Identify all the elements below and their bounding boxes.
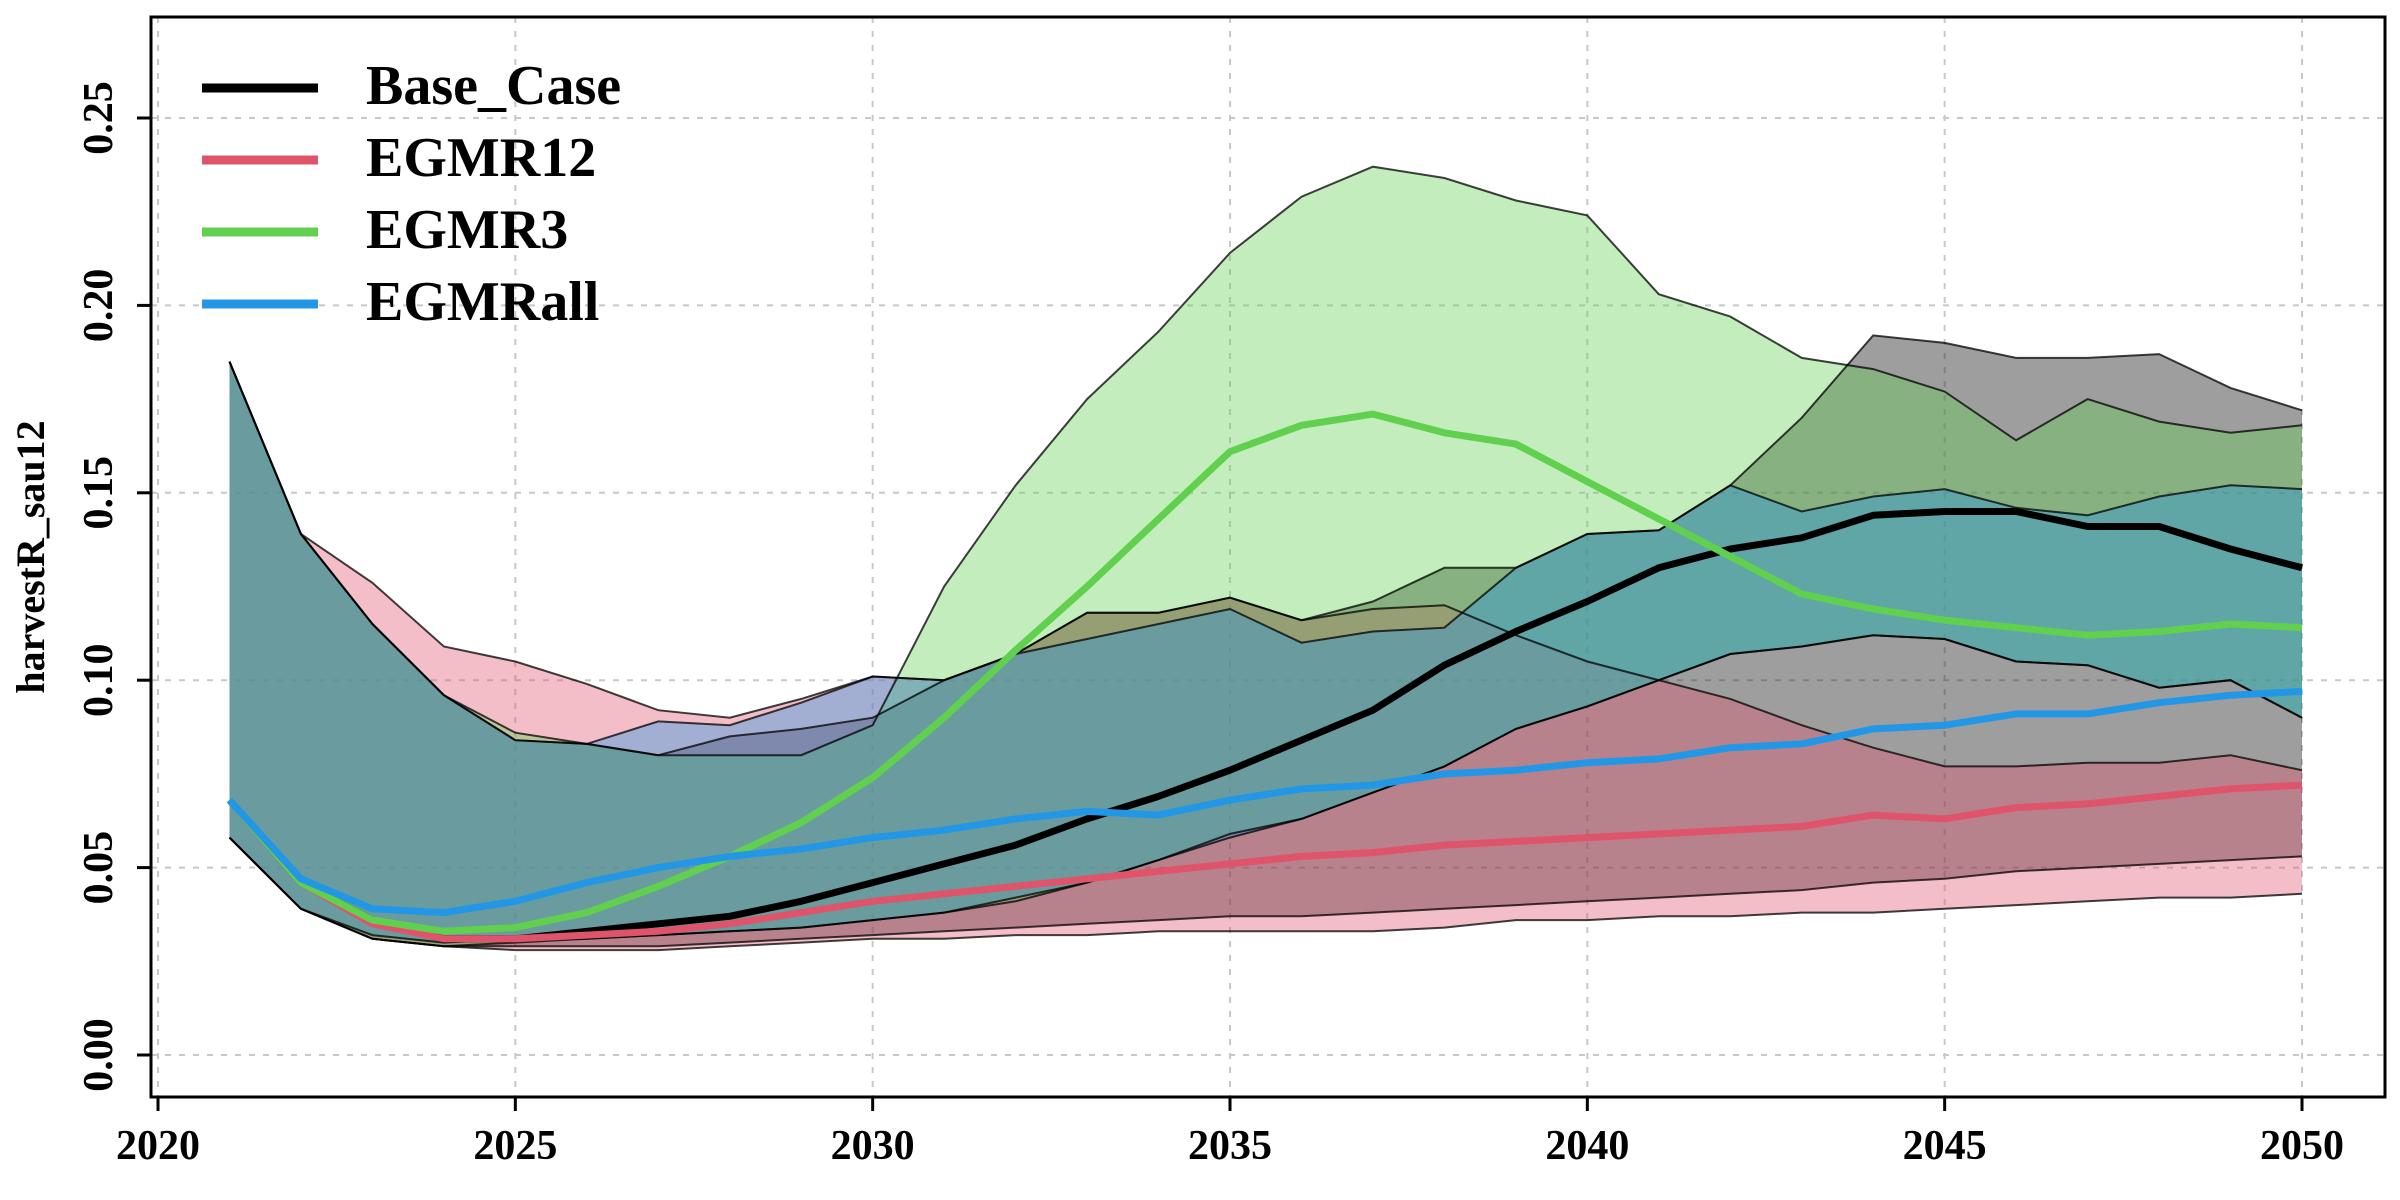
band-edge-lower (228, 836, 2303, 948)
series-line-egmr12 (226, 781, 2303, 943)
y-axis-label: harvestR_sau12 (8, 420, 53, 693)
line-layer (226, 410, 2303, 943)
axis-layer: 2020 2025 2030 2035 2040 2045 2050 0.00 0.05 0.10… (76, 81, 2344, 1169)
legend-label: EGMR12 (366, 127, 596, 189)
y-tick-label: 0.05 (76, 831, 122, 905)
x-tick-label: 2030 (831, 1123, 915, 1169)
band-egmr3 (229, 166, 2302, 947)
band-base-case (229, 335, 2302, 947)
x-tick-label: 2035 (1188, 1123, 1272, 1169)
band-edge-lower (228, 836, 2303, 952)
y-tick-label: 0.25 (76, 81, 122, 155)
x-tick-label: 2045 (1903, 1123, 1987, 1169)
series-line-egmrall (226, 687, 2303, 917)
series-line-egmr3 (226, 410, 2303, 935)
y-tick-label: 0.10 (76, 643, 122, 717)
band-edge-upper (228, 361, 2303, 745)
y-tick-label: 0.00 (76, 1018, 122, 1092)
x-tick-label: 2020 (116, 1123, 200, 1169)
band-edge-upper (228, 165, 2303, 757)
x-tick-label: 2025 (473, 1123, 557, 1169)
legend-label: EGMRall (366, 271, 599, 333)
y-tick-label: 0.15 (76, 456, 122, 530)
legend-label: EGMR3 (366, 199, 568, 261)
band-egmrall (229, 361, 2302, 943)
legend: Base_Case EGMR12 EGMR3 EGMRall (202, 55, 621, 333)
y-tick-label: 0.20 (76, 269, 122, 343)
x-tick-label: 2040 (1545, 1123, 1629, 1169)
band-layer (228, 165, 2303, 952)
legend-label: Base_Case (366, 55, 621, 117)
band-egmr12 (229, 361, 2302, 951)
x-tick-label: 2050 (2260, 1123, 2344, 1169)
band-edge-upper (228, 361, 2303, 772)
